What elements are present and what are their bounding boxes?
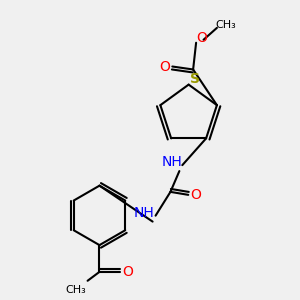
- Text: NH: NH: [162, 155, 182, 169]
- Text: CH₃: CH₃: [215, 20, 236, 30]
- Text: S: S: [190, 72, 200, 86]
- Text: O: O: [122, 265, 133, 279]
- Text: O: O: [190, 188, 201, 202]
- Text: O: O: [196, 31, 208, 45]
- Text: CH₃: CH₃: [65, 285, 86, 295]
- Text: O: O: [160, 59, 170, 74]
- Text: NH: NH: [134, 206, 155, 220]
